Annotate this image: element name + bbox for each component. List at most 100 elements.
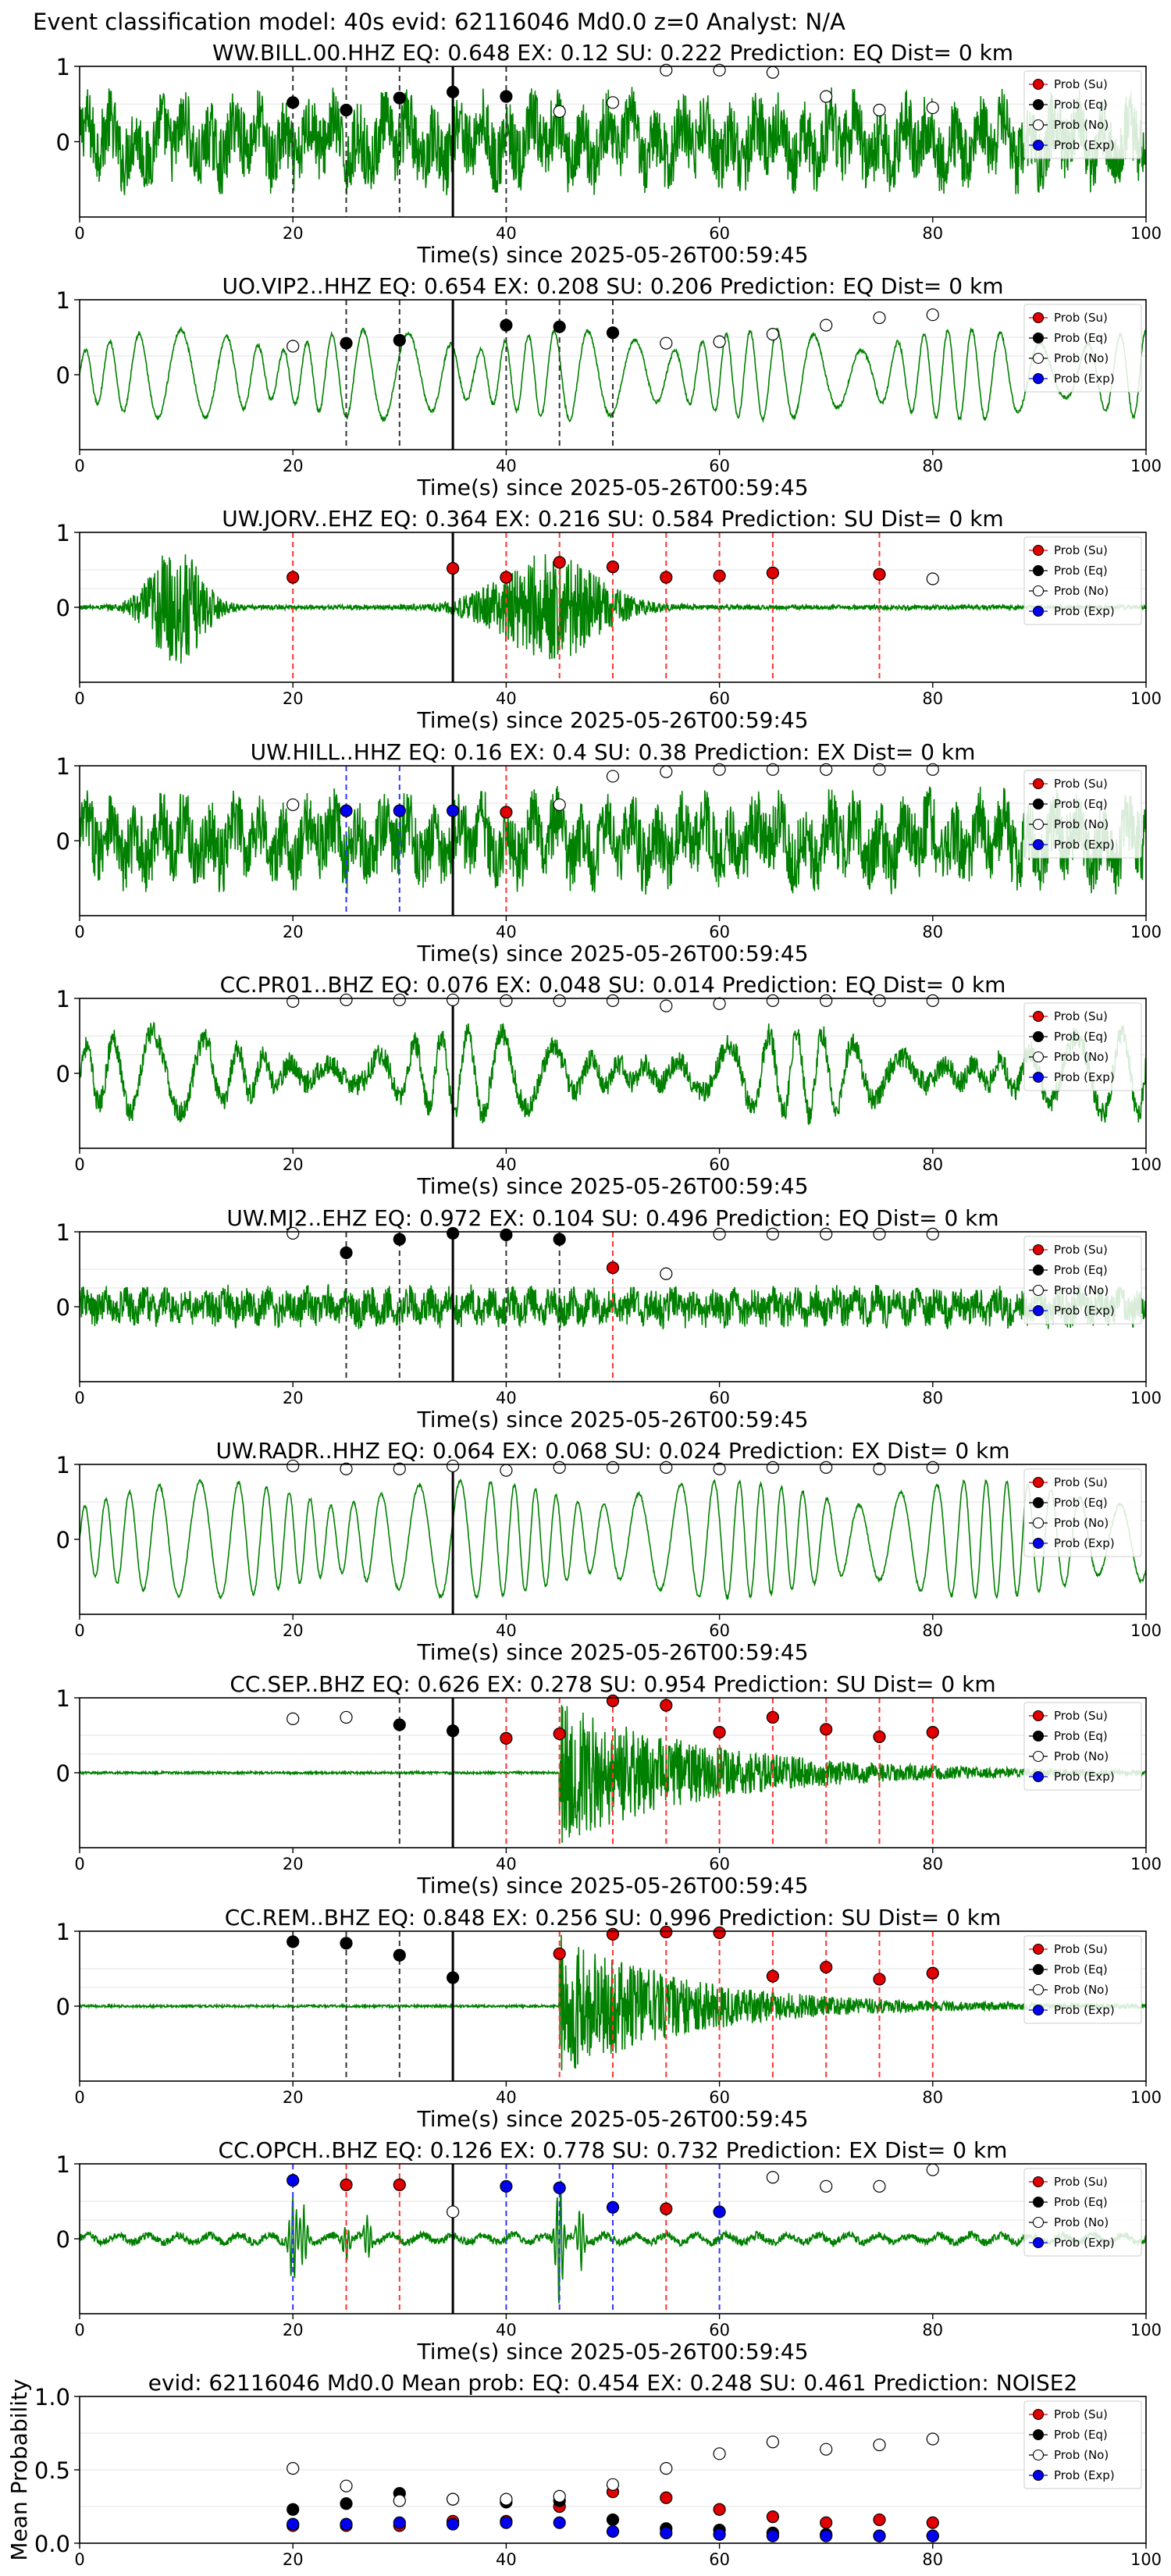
x-tick-label: 0 — [74, 1621, 84, 1640]
legend-label: Prob (No) — [1054, 584, 1109, 598]
x-tick-label: 80 — [922, 1855, 943, 1873]
legend-marker — [1032, 352, 1045, 365]
mean-point-exp — [393, 2516, 406, 2529]
y-tick-label: 1 — [56, 1219, 70, 1246]
prob-point-eq — [340, 1246, 353, 1259]
prob-point-no — [820, 763, 833, 776]
x-tick-label: 20 — [283, 1389, 304, 1407]
x-tick-label: 40 — [496, 1621, 517, 1640]
x-tick-label: 0 — [74, 2088, 84, 2107]
prob-point-no — [820, 1227, 833, 1240]
prob-point-su — [606, 1694, 620, 1707]
legend-marker — [1032, 777, 1045, 790]
legend-label: Prob (Eq) — [1054, 1962, 1108, 1976]
prob-point-no — [926, 1461, 939, 1474]
panel-title: CC.SEP..BHZ EQ: 0.626 EX: 0.278 SU: 0.95… — [230, 1671, 995, 1697]
prob-point-su — [660, 1925, 673, 1939]
legend-label: Prob (Su) — [1054, 1009, 1108, 1023]
prob-point-no — [926, 308, 939, 322]
legend-label: Prob (No) — [1054, 817, 1109, 831]
prob-point-su — [606, 560, 620, 574]
prob-point-no — [500, 994, 513, 1007]
mean-point-su — [713, 2503, 726, 2516]
prob-point-eq — [287, 1935, 300, 1948]
prob-point-no — [873, 763, 886, 776]
panel-title: CC.REM..BHZ EQ: 0.848 EX: 0.256 SU: 0.99… — [225, 1905, 1002, 1930]
prob-point-no — [820, 2179, 833, 2193]
prob-point-no — [606, 994, 620, 1007]
prob-point-no — [660, 336, 673, 350]
x-tick-label: 20 — [283, 923, 304, 941]
legend-label: Prob (Su) — [1054, 777, 1108, 791]
prob-point-no — [393, 993, 406, 1007]
prob-point-no — [606, 770, 620, 783]
legend-label: Prob (Su) — [1054, 77, 1108, 91]
axes-frame — [79, 1464, 1147, 1615]
prob-point-exp — [340, 804, 353, 817]
y-tick-label: 1 — [56, 753, 70, 780]
legend-marker — [1032, 1710, 1045, 1722]
x-tick-label: 80 — [922, 1621, 943, 1640]
prob-point-no — [873, 1227, 886, 1240]
x-tick-label: 20 — [283, 1155, 304, 1174]
legend-marker — [1032, 838, 1045, 851]
mean-point-no — [287, 2462, 300, 2475]
x-tick-label: 40 — [496, 2088, 517, 2107]
legend-marker — [1032, 2428, 1045, 2441]
legend-label: Prob (Su) — [1054, 2175, 1108, 2189]
prob-point-su — [500, 806, 513, 819]
panels-group: WW.BILL.00.HHZ EQ: 0.648 EX: 0.12 SU: 0.… — [6, 40, 1162, 2569]
prob-point-no — [553, 994, 566, 1007]
panel-8: CC.REM..BHZ EQ: 0.848 EX: 0.256 SU: 0.99… — [56, 1905, 1162, 2132]
legend-label: Prob (Eq) — [1054, 331, 1108, 345]
prob-point-no — [287, 1226, 300, 1240]
x-tick-label: 60 — [709, 1621, 730, 1640]
legend-marker — [1032, 1984, 1045, 1996]
waveform-trace — [80, 1284, 1146, 1329]
legend-marker — [1032, 1730, 1045, 1742]
x-tick-label: 80 — [922, 1155, 943, 1174]
legend-label: Prob (Exp) — [1054, 838, 1115, 852]
prob-point-su — [660, 2202, 673, 2215]
figure-suptitle: Event classification model: 40s evid: 62… — [33, 9, 845, 35]
legend-label: Prob (Su) — [1054, 1942, 1108, 1956]
y-tick-label: 0 — [56, 595, 70, 621]
prob-point-no — [287, 1712, 300, 1725]
mean-point-no — [660, 2462, 673, 2475]
legend-marker — [1032, 2216, 1045, 2229]
y-tick-label: 0 — [56, 2226, 70, 2253]
legend-label: Prob (Eq) — [1054, 2428, 1108, 2442]
prob-point-no — [287, 994, 300, 1008]
prob-point-exp — [446, 804, 460, 817]
legend-label: Prob (Su) — [1054, 2407, 1108, 2421]
legend-box — [1023, 2168, 1142, 2257]
prob-point-eq — [446, 85, 460, 98]
legend-marker — [1032, 1476, 1045, 1489]
x-tick-label: 20 — [283, 689, 304, 708]
x-tick-label: 80 — [922, 224, 943, 243]
panel-title: CC.PR01..BHZ EQ: 0.076 EX: 0.048 SU: 0.0… — [220, 972, 1006, 998]
mean-point-su — [766, 2510, 780, 2524]
legend-marker — [1032, 1010, 1045, 1023]
prob-point-no — [820, 90, 833, 103]
x-tick-label: 100 — [1130, 224, 1162, 243]
prob-point-su — [500, 1731, 513, 1745]
prob-point-no — [660, 1267, 673, 1280]
prob-point-no — [553, 1461, 566, 1474]
prob-point-no — [553, 798, 566, 812]
x-tick-label: 100 — [1130, 457, 1162, 475]
x-tick-label: 40 — [496, 689, 517, 708]
legend-marker — [1032, 818, 1045, 831]
legend-label: Prob (Su) — [1054, 311, 1108, 325]
prob-point-su — [606, 1927, 620, 1941]
mean-point-exp — [553, 2516, 566, 2529]
legend-label: Prob (Su) — [1054, 543, 1108, 557]
legend-marker — [1032, 798, 1045, 810]
prob-point-su — [713, 1726, 726, 1739]
panel-10: evid: 62116046 Md0.0 Mean prob: EQ: 0.45… — [6, 2370, 1162, 2569]
y-axis-label: Mean Probability — [6, 2379, 32, 2560]
panel-1: UO.VIP2..HHZ EQ: 0.654 EX: 0.208 SU: 0.2… — [56, 273, 1162, 500]
x-axis-label: Time(s) since 2025-05-26T00:59:45 — [416, 941, 808, 966]
legend-label: Prob (Exp) — [1054, 2236, 1115, 2250]
mean-point-eq — [287, 2503, 300, 2516]
